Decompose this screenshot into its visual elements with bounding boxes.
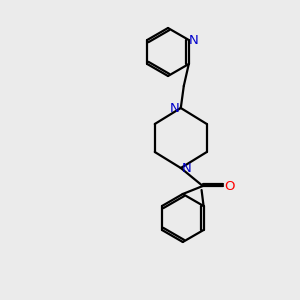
Text: N: N: [182, 161, 192, 175]
Text: N: N: [189, 34, 199, 46]
Text: N: N: [170, 101, 180, 115]
Text: O: O: [224, 179, 235, 193]
